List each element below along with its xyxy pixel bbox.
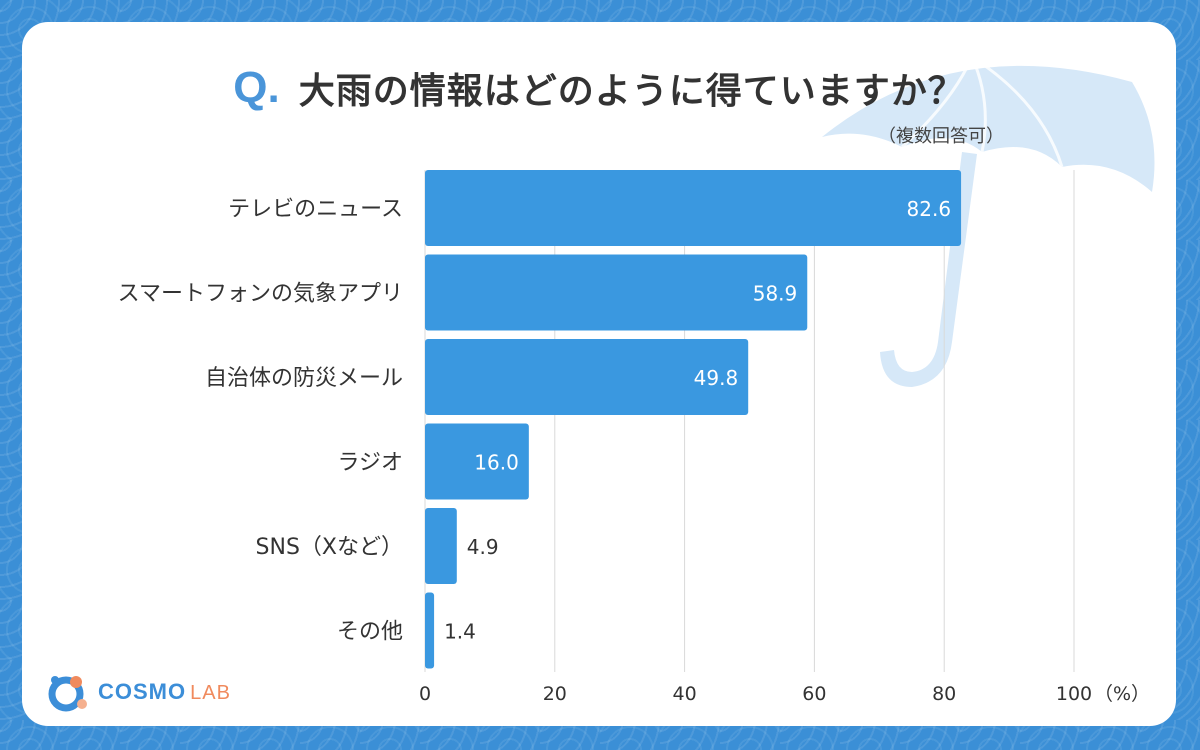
data-label: 82.6 bbox=[907, 197, 952, 221]
bar-0 bbox=[425, 170, 962, 246]
category-label: その他 bbox=[337, 620, 403, 645]
title-row: Q. 大雨の情報はどのように得ていますか？ bbox=[22, 62, 1176, 114]
x-tick-label: 20 bbox=[543, 683, 567, 705]
logo-main: COSMO bbox=[98, 679, 187, 704]
x-tick-label: 0 bbox=[419, 683, 431, 705]
chart-card: Q. 大雨の情報はどのように得ていますか？ （複数回答可） 0 20 40 60 80 1… bbox=[22, 22, 1176, 726]
x-tick-label: 80 bbox=[932, 683, 956, 705]
page-title: 大雨の情報はどのように得ていますか？ bbox=[298, 71, 965, 112]
logo-icon bbox=[48, 676, 87, 712]
bar-1 bbox=[425, 254, 808, 331]
x-tick-label: 100 bbox=[1056, 683, 1092, 705]
x-tick-label: 40 bbox=[673, 683, 697, 705]
q-mark: Q. bbox=[233, 63, 280, 112]
x-unit-label: （%） bbox=[1094, 683, 1150, 705]
data-label: 49.8 bbox=[694, 366, 739, 390]
category-label: SNS（Xなど） bbox=[256, 535, 403, 560]
bar-4 bbox=[425, 508, 457, 584]
category-label: テレビのニュース bbox=[228, 197, 403, 222]
data-label: 58.9 bbox=[753, 282, 798, 306]
category-label: スマートフォンの気象アプリ bbox=[118, 282, 403, 307]
bar-3 bbox=[425, 423, 529, 500]
brand-logo: COSMO LAB bbox=[46, 672, 231, 712]
bar-chart: 0 20 40 60 80 100 （%） テレビのニュース 82.6 スマートフォンの気象アプリ… bbox=[118, 170, 1150, 705]
umbrella-icon bbox=[822, 55, 1155, 387]
x-tick-label: 60 bbox=[802, 683, 826, 705]
logo-sub: LAB bbox=[190, 682, 231, 704]
category-label: ラジオ bbox=[337, 451, 403, 476]
bar-2 bbox=[425, 339, 749, 415]
category-label: 自治体の防災メール bbox=[205, 366, 403, 391]
data-label: 16.0 bbox=[474, 451, 519, 475]
data-label: 4.9 bbox=[467, 535, 499, 559]
bar-5 bbox=[425, 592, 435, 669]
data-label: 1.4 bbox=[444, 620, 476, 644]
subtitle: （複数回答可） bbox=[878, 126, 1004, 147]
logo-text: COSMO LAB bbox=[98, 679, 231, 705]
